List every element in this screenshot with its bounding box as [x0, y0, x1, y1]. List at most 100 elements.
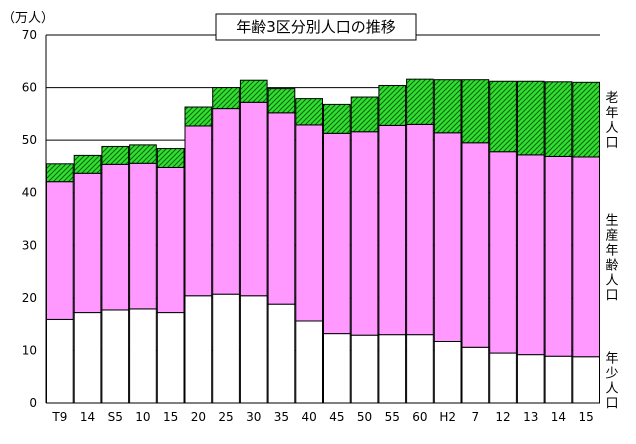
bar-segment [156, 166, 185, 314]
x-tick-label: 12 [495, 410, 510, 424]
x-tick-label: 7 [472, 410, 480, 424]
bar-segment [544, 355, 573, 404]
y-tick-label: 70 [22, 28, 37, 42]
bar-segment [156, 148, 185, 168]
legend: 年少人口 生産年齢人口 老年人口 [605, 91, 618, 411]
legend-entry: 生産年齢人口 [605, 213, 618, 303]
bar-segment [129, 162, 157, 310]
bar-segment [267, 112, 296, 305]
bar-segment [129, 144, 157, 164]
bar-segment [516, 154, 545, 356]
bar-segment [544, 81, 573, 157]
bar-segment [489, 80, 517, 153]
bar-segment [73, 312, 102, 404]
bar-segment [295, 124, 323, 322]
bar-segment [295, 98, 323, 126]
chart-title: 年齢3区分別人口の推移 [236, 18, 396, 36]
x-tick-label: 20 [191, 410, 206, 424]
bar-segment [46, 181, 74, 320]
legend-entry: 老年人口 [605, 91, 618, 151]
bar-segment [516, 354, 545, 404]
bar-segment [350, 131, 379, 336]
bar-segment [323, 103, 351, 134]
legend-entry: 年少人口 [605, 351, 618, 411]
bar-segment [489, 352, 517, 404]
bar-segment [489, 151, 517, 354]
bars [46, 78, 600, 404]
bar-segment [184, 125, 213, 297]
x-tick-label: H2 [439, 410, 456, 424]
bar-segment [212, 87, 240, 110]
bar-segment [350, 334, 379, 404]
bar-segment [267, 88, 296, 114]
bar-segment [406, 334, 434, 404]
y-tick-label: 40 [22, 186, 37, 200]
bar-segment [378, 124, 407, 336]
bar-segment [101, 163, 130, 311]
bar-segment [433, 340, 462, 404]
bar-segment [323, 333, 351, 404]
y-tick-label: 0 [29, 396, 37, 410]
bar-segment [461, 346, 490, 404]
x-tick-label: 14 [80, 410, 95, 424]
bar-segment [129, 308, 157, 404]
bar-segment [101, 309, 130, 404]
bar-segment [239, 101, 268, 297]
y-tick-label: 30 [22, 238, 37, 252]
y-tick-label: 60 [22, 81, 37, 95]
bar-segment [101, 145, 130, 165]
x-tick-label: 10 [135, 410, 150, 424]
y-tick-labels: 0 10 20 30 40 50 60 70 [22, 28, 37, 410]
bar-segment [239, 79, 268, 103]
x-tick-label: 40 [302, 410, 317, 424]
x-tick-label: S5 [108, 410, 123, 424]
bar-segment [295, 320, 323, 404]
bar-segment [572, 156, 600, 358]
bar-segment [73, 172, 102, 314]
bar-segment [461, 142, 490, 348]
bar-segment [184, 106, 213, 127]
bar-segment [378, 84, 407, 126]
x-tick-labels: T9 14 S5 10 15 20 25 30 35 40 45 50 55 60 H2 7 12 13 14 15 [51, 410, 593, 424]
bar-segment [406, 123, 434, 336]
y-axis-label: （万人） [2, 11, 54, 26]
bar-segment [46, 163, 74, 183]
bar-segment [516, 80, 545, 156]
bar-segment [461, 79, 490, 144]
x-tick-label: T9 [51, 410, 67, 424]
bar-segment [184, 295, 213, 404]
x-tick-label: 25 [218, 410, 233, 424]
bar-segment [156, 312, 185, 404]
x-tick-label: 45 [329, 410, 344, 424]
y-tick-label: 10 [22, 343, 37, 357]
x-tick-label: 35 [274, 410, 289, 424]
x-tick-label: 14 [551, 410, 566, 424]
y-tick-label: 50 [22, 133, 37, 147]
x-tick-label: 13 [523, 410, 538, 424]
bar-segment [572, 356, 600, 404]
bar-segment [572, 81, 600, 158]
bar-segment [433, 79, 462, 134]
bar-segment [239, 295, 268, 404]
x-tick-label: 30 [246, 410, 261, 424]
bar-segment [212, 108, 240, 295]
bar-segment [544, 155, 573, 357]
x-tick-label: 15 [163, 410, 178, 424]
bar-segment [323, 132, 351, 335]
x-tick-label: 50 [357, 410, 372, 424]
bar-segment [350, 96, 379, 133]
bar-segment [378, 334, 407, 404]
bar-segment [433, 132, 462, 342]
y-tick-label: 20 [22, 291, 37, 305]
x-tick-label: 60 [412, 410, 427, 424]
bar-segment [46, 318, 74, 404]
bar-segment [73, 154, 102, 174]
bar-segment [406, 78, 434, 125]
axes [45, 35, 600, 404]
bar-segment [212, 293, 240, 404]
x-tick-label: 15 [579, 410, 594, 424]
x-tick-label: 55 [385, 410, 400, 424]
chart-title-box: 年齢3区分別人口の推移 [215, 13, 417, 41]
